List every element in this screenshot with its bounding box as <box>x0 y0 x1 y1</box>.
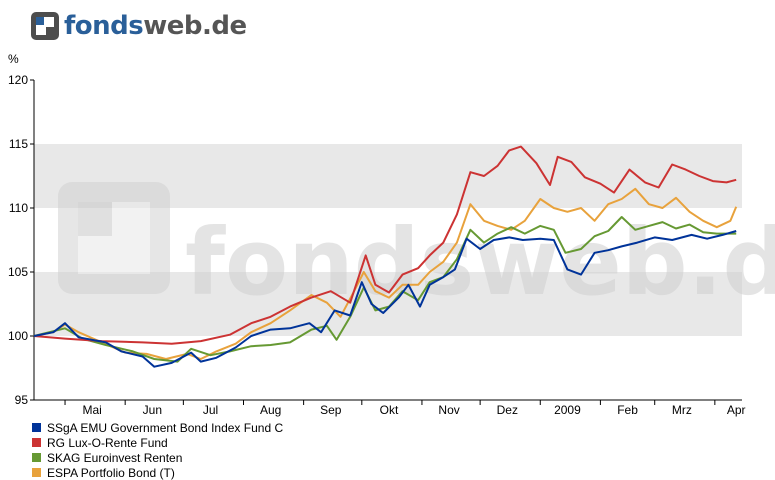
legend-item: ESPA Portfolio Bond (T) <box>32 465 283 480</box>
x-tick-label: Sep <box>320 403 342 417</box>
brand-logo[interactable]: fondsweb.de <box>30 9 247 43</box>
logo-text: fondsweb.de <box>64 9 247 43</box>
line-chart: fondsweb.de % 95 100 105 110 115 120 Mai Jun Ju… <box>8 52 775 417</box>
y-tick-label: 110 <box>9 201 28 215</box>
logo-icon <box>31 12 59 40</box>
legend-swatch <box>32 453 41 462</box>
legend-label: SKAG Euroinvest Renten <box>47 450 183 465</box>
watermark: fondsweb.de <box>58 182 775 316</box>
x-tick-label: Aug <box>260 403 281 417</box>
x-tick-label: Feb <box>617 403 638 417</box>
legend-swatch <box>32 438 41 447</box>
y-tick-label: 120 <box>8 73 28 87</box>
x-tick-label: Okt <box>380 403 399 417</box>
legend-label: RG Lux-O-Rente Fund <box>47 435 168 450</box>
legend-label: SSgA EMU Government Bond Index Fund C <box>47 420 284 435</box>
legend-swatch <box>32 468 41 477</box>
series-line-rg-lux-o-rente-fund <box>33 145 737 345</box>
x-tick-label: Jun <box>143 403 162 417</box>
x-tick-label: Dez <box>497 403 518 417</box>
y-tick-label: 115 <box>9 137 28 151</box>
watermark-text: fondsweb.de <box>185 209 775 316</box>
logo-text-part1: fonds <box>64 11 144 41</box>
legend-item: RG Lux-O-Rente Fund <box>32 435 283 450</box>
x-tick-label: 2009 <box>554 403 581 417</box>
legend: SSgA EMU Government Bond Index Fund C RG … <box>32 420 283 480</box>
x-tick-label: Mrz <box>672 403 692 417</box>
x-tick-label: Mai <box>83 403 102 417</box>
y-tick-label: 95 <box>15 393 29 407</box>
legend-swatch <box>32 423 41 432</box>
y-tick-label: 105 <box>8 265 28 279</box>
x-tick-label: Jul <box>203 403 218 417</box>
series-line-ssga-emu-government-bond-index-fund-c <box>33 230 737 368</box>
x-tick-label: Apr <box>727 403 746 417</box>
x-tick-label: Nov <box>438 403 459 417</box>
logo-text-part2: web.de <box>143 11 247 41</box>
legend-item: SKAG Euroinvest Renten <box>32 450 283 465</box>
watermark-icon-square <box>78 202 112 236</box>
series-line-skag-euroinvest-renten <box>33 216 737 363</box>
legend-item: SSgA EMU Government Bond Index Fund C <box>32 420 283 435</box>
series-lines <box>33 145 738 368</box>
y-unit-label: % <box>8 52 19 66</box>
y-ticks: 95 100 105 110 115 120 <box>8 73 34 407</box>
y-tick-label: 100 <box>8 329 28 343</box>
legend-label: ESPA Portfolio Bond (T) <box>47 465 175 480</box>
x-ticks: Mai Jun Jul Aug Sep Okt Nov Dez 2009 Feb Mrz Apr <box>64 400 746 417</box>
